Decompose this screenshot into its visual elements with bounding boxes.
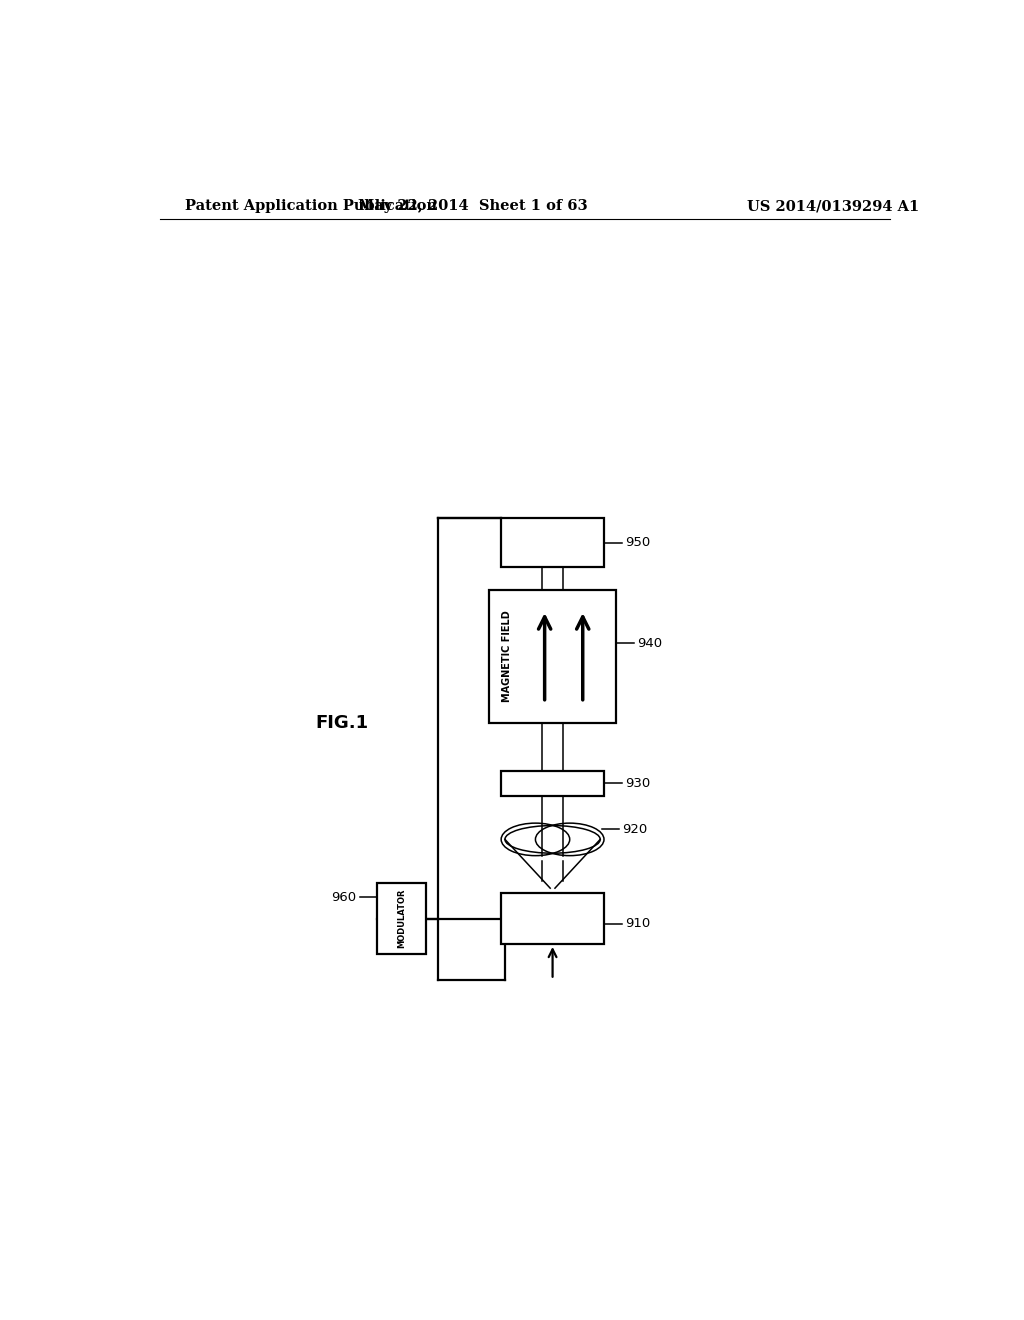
Bar [501,894,604,944]
Text: Patent Application Publication: Patent Application Publication [185,199,437,213]
Bar [501,771,604,796]
Text: May 22, 2014  Sheet 1 of 63: May 22, 2014 Sheet 1 of 63 [358,199,588,213]
Text: MAGNETIC FIELD: MAGNETIC FIELD [502,611,512,702]
Text: 910: 910 [625,917,650,931]
Bar [489,590,616,722]
Text: 950: 950 [625,536,650,549]
Text: MODULATOR: MODULATOR [397,888,407,948]
Text: 930: 930 [625,777,650,789]
Bar [377,883,426,954]
Text: US 2014/0139294 A1: US 2014/0139294 A1 [748,199,920,213]
Text: FIG.1: FIG.1 [315,714,369,731]
Text: 920: 920 [623,822,647,836]
Text: 940: 940 [637,636,662,649]
Bar [501,519,604,568]
Text: 960: 960 [332,891,356,904]
